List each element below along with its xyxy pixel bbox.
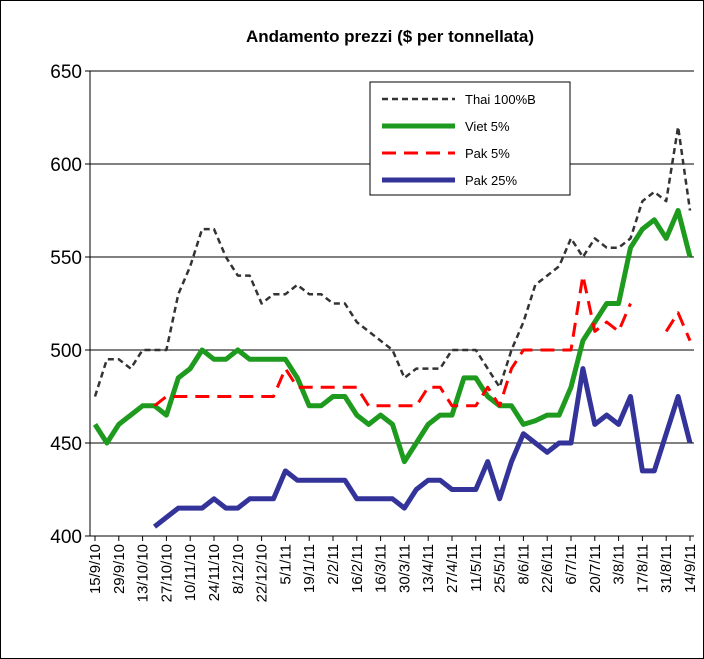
x-tick-label: 16/3/11 bbox=[373, 544, 390, 593]
x-tick-label: 5/1/11 bbox=[277, 544, 294, 585]
x-tick-label: 19/1/11 bbox=[301, 544, 318, 593]
x-tick-label: 13/4/11 bbox=[420, 544, 437, 593]
x-tick-label: 11/5/11 bbox=[468, 544, 485, 592]
x-tick-label: 14/9/11 bbox=[682, 544, 699, 593]
x-tick-label: 15/9/10 bbox=[87, 544, 104, 594]
x-tick-label: 22/12/10 bbox=[254, 544, 271, 602]
x-tick-label: 8/6/11 bbox=[515, 544, 532, 585]
x-tick-label: 27/4/11 bbox=[444, 544, 461, 593]
x-tick-label: 24/11/10 bbox=[206, 544, 223, 601]
x-tick-label: 31/8/11 bbox=[658, 544, 675, 593]
x-tick-label: 3/8/11 bbox=[611, 544, 628, 585]
x-tick-label: 6/7/11 bbox=[563, 544, 580, 585]
legend-box bbox=[369, 81, 571, 196]
x-tick-label: 25/5/11 bbox=[492, 544, 509, 593]
x-tick-label: 27/10/10 bbox=[158, 544, 175, 602]
x-tick-label: 29/9/10 bbox=[111, 544, 128, 594]
legend-label: Pak 25% bbox=[465, 173, 517, 188]
y-tick-label: 650 bbox=[50, 62, 82, 83]
x-tick-label: 13/10/10 bbox=[135, 544, 152, 602]
x-tick-label: 16/2/11 bbox=[349, 544, 366, 593]
legend-label: Viet 5% bbox=[465, 119, 510, 134]
x-tick-label: 8/12/10 bbox=[230, 544, 247, 594]
series-line bbox=[152, 366, 693, 529]
y-tick-label: 600 bbox=[50, 155, 82, 176]
y-tick-label: 500 bbox=[50, 341, 82, 362]
y-tick-label: 400 bbox=[50, 527, 82, 548]
series-line bbox=[92, 208, 693, 465]
x-tick-label: 10/11/10 bbox=[182, 544, 199, 601]
x-tick-label: 2/2/11 bbox=[325, 544, 342, 585]
x-tick-label: 17/8/11 bbox=[634, 544, 651, 593]
series-line bbox=[153, 274, 692, 408]
y-tick-label: 450 bbox=[50, 434, 82, 455]
chart-title: Andamento prezzi ($ per tonnellata) bbox=[246, 27, 534, 46]
legend-label: Thai 100%B bbox=[465, 92, 536, 107]
x-tick-label: 30/3/11 bbox=[396, 544, 413, 593]
x-tick-label: 22/6/11 bbox=[539, 544, 556, 593]
x-tick-label: 20/7/11 bbox=[587, 544, 604, 593]
series-line bbox=[93, 125, 692, 397]
legend-label: Pak 5% bbox=[465, 146, 510, 161]
y-tick-label: 550 bbox=[50, 248, 82, 269]
